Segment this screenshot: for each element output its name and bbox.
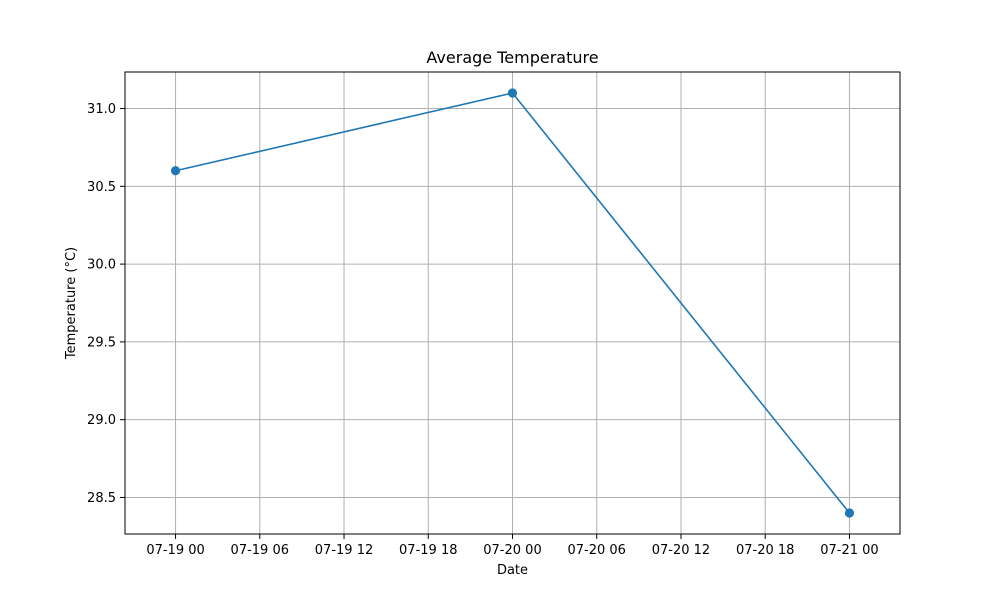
y-tick-label: 30.5 xyxy=(87,180,116,195)
x-tick-label: 07-20 12 xyxy=(652,543,710,558)
chart-title: Average Temperature xyxy=(426,48,598,67)
axis-ticks: 07-19 00 07-19 06 07-19 12 07-19 18 07-20 00… xyxy=(87,102,879,558)
y-tick-label: 28.5 xyxy=(87,491,116,506)
y-tick-label: 29.0 xyxy=(87,413,116,428)
x-tick-label: 07-20 06 xyxy=(568,543,626,558)
x-tick-label: 07-19 18 xyxy=(399,543,457,558)
y-axis-label: Temperature (°C) xyxy=(64,247,79,360)
series-layer xyxy=(170,88,855,518)
y-tick-label: 30.0 xyxy=(87,258,116,273)
data-point xyxy=(507,88,518,98)
data-point xyxy=(844,508,855,518)
x-axis-label: Date xyxy=(497,563,528,578)
y-tick-label: 31.0 xyxy=(87,102,116,117)
y-tick-label: 29.5 xyxy=(87,335,116,350)
x-tick-label: 07-19 06 xyxy=(231,543,289,558)
x-tick-label: 07-19 12 xyxy=(315,543,373,558)
data-point xyxy=(170,166,181,176)
x-tick-label: 07-21 00 xyxy=(820,543,878,558)
x-tick-label: 07-20 18 xyxy=(736,543,794,558)
grid-lines xyxy=(125,72,900,534)
x-tick-label: 07-19 00 xyxy=(146,543,204,558)
x-tick-label: 07-20 00 xyxy=(483,543,541,558)
